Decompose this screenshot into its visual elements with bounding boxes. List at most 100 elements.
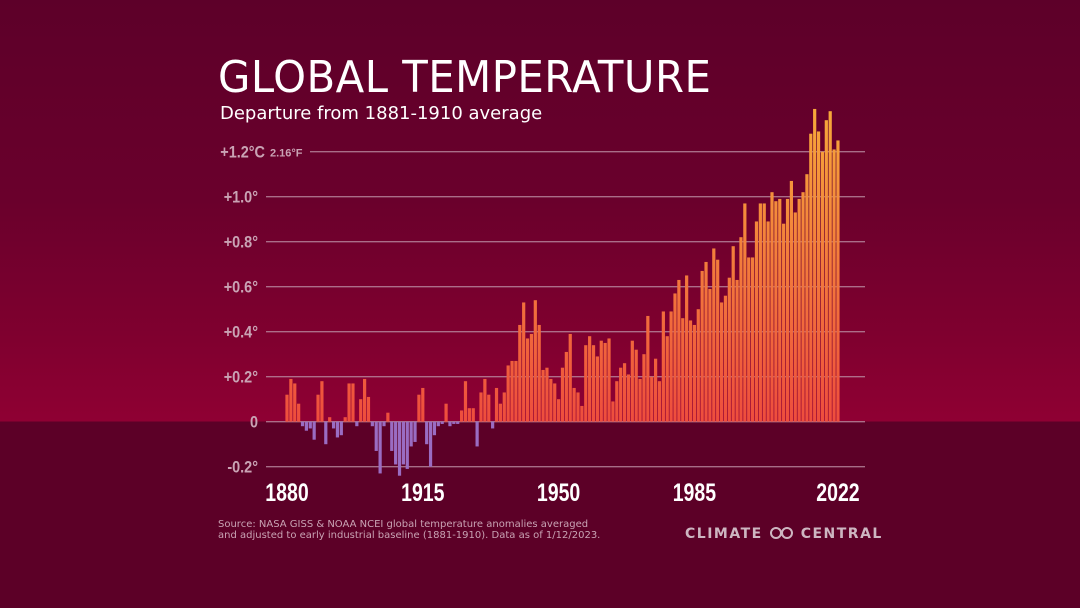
bar-2021	[832, 149, 836, 422]
bar-1917	[428, 421, 433, 467]
bar-1961	[599, 340, 603, 422]
bar-1927	[467, 408, 471, 422]
bar-1880	[285, 394, 289, 422]
bar-1968	[626, 374, 631, 422]
bar-1971	[638, 378, 642, 422]
bar-1949	[553, 383, 557, 422]
bar-2016	[813, 108, 817, 422]
bar-1973	[646, 315, 650, 422]
bar-1909	[397, 421, 402, 476]
bar-1992	[719, 302, 724, 422]
bar-1922	[448, 421, 452, 427]
bar-1962	[603, 342, 607, 422]
bar-1989	[708, 288, 712, 422]
bar-1999	[747, 257, 751, 422]
bar-2012	[797, 198, 801, 422]
bar-1896	[347, 383, 351, 422]
x-tick-label: 1880	[265, 479, 308, 507]
bar-1892	[331, 421, 336, 429]
bar-1947	[545, 367, 549, 422]
bar-1978	[665, 336, 669, 422]
linked-rings-icon	[768, 527, 796, 541]
bar-2011	[793, 212, 797, 422]
bar-1944	[533, 300, 537, 422]
climate-central-logo: CLIMATE CENTRAL	[685, 526, 883, 542]
bar-1887	[312, 421, 316, 440]
bar-1912	[409, 421, 413, 447]
bar-1957	[584, 345, 588, 422]
y-tick-label: +0.4°	[224, 324, 258, 342]
bar-1958	[588, 336, 592, 422]
y-tick-label: +0.6°	[224, 279, 258, 297]
logo-text-right: CENTRAL	[800, 526, 883, 542]
bar-1951	[560, 367, 565, 422]
bar-2019	[824, 120, 828, 422]
bar-1913	[413, 421, 417, 442]
bar-1938	[510, 360, 514, 422]
chart-subtitle: Departure from 1881-1910 average	[220, 103, 543, 124]
bar-1916	[425, 421, 429, 445]
bar-1981	[677, 279, 681, 422]
bar-2009	[785, 198, 790, 422]
bar-1893	[335, 421, 340, 438]
bar-1996	[735, 279, 739, 422]
bar-2022	[836, 140, 840, 422]
bar-2001	[754, 221, 759, 422]
bar-1972	[642, 354, 646, 422]
bar-1905	[382, 421, 386, 427]
bar-1903	[374, 421, 378, 451]
bar-1994	[727, 277, 731, 422]
bar-2003	[762, 203, 766, 422]
bar-1888	[316, 394, 320, 422]
fahrenheit-label: 2.16°F	[270, 148, 303, 160]
x-tick-labels: 1880 1915 1950 1985 2022	[265, 479, 859, 507]
bar-1923	[452, 421, 456, 424]
bar-1985	[692, 324, 696, 422]
bar-1983	[685, 275, 689, 422]
bar-1898	[355, 421, 359, 427]
bar-1907	[390, 421, 394, 451]
bar-1925	[460, 410, 464, 422]
bar-1995	[731, 246, 735, 422]
bar-1900	[363, 378, 367, 422]
bars	[285, 108, 840, 476]
bar-1974	[650, 376, 654, 422]
bar-1930	[479, 392, 483, 422]
bar-1915	[421, 387, 425, 422]
bar-2006	[774, 201, 778, 422]
bar-1987	[700, 270, 704, 422]
source-note: Source: NASA GISS & NOAA NCEI global tem…	[218, 519, 600, 541]
bar-1982	[681, 318, 685, 422]
bar-1950	[557, 399, 561, 422]
bar-1976	[657, 381, 662, 422]
y-tick-label: +1.0°	[224, 189, 258, 207]
bar-2002	[758, 203, 762, 422]
bar-2010	[789, 180, 793, 422]
bar-2013	[801, 192, 805, 422]
bar-2005	[770, 192, 774, 422]
bar-1959	[591, 345, 596, 422]
source-line-2: and adjusted to early industrial baselin…	[218, 530, 601, 541]
bar-1967	[622, 363, 627, 422]
bar-1884	[300, 421, 305, 427]
bar-2018	[820, 151, 825, 422]
bar-1934	[494, 387, 499, 422]
bar-1975	[654, 358, 658, 422]
bar-1963	[607, 338, 611, 422]
y-tick-label: +0.2°	[224, 369, 258, 387]
bar-1901	[366, 396, 371, 422]
bar-1897	[351, 383, 355, 422]
bar-1977	[661, 311, 665, 422]
bar-1919	[436, 421, 440, 427]
bar-1941	[522, 302, 526, 422]
bar-2014	[805, 174, 809, 422]
bar-1937	[506, 365, 510, 422]
bar-1948	[549, 378, 553, 422]
bar-1933	[491, 421, 495, 429]
bar-2007	[778, 198, 782, 422]
bar-1924	[456, 421, 460, 424]
bar-1911	[405, 421, 409, 469]
bar-1945	[537, 324, 541, 422]
bar-1993	[723, 295, 728, 422]
y-tick-label: 0	[250, 414, 258, 432]
